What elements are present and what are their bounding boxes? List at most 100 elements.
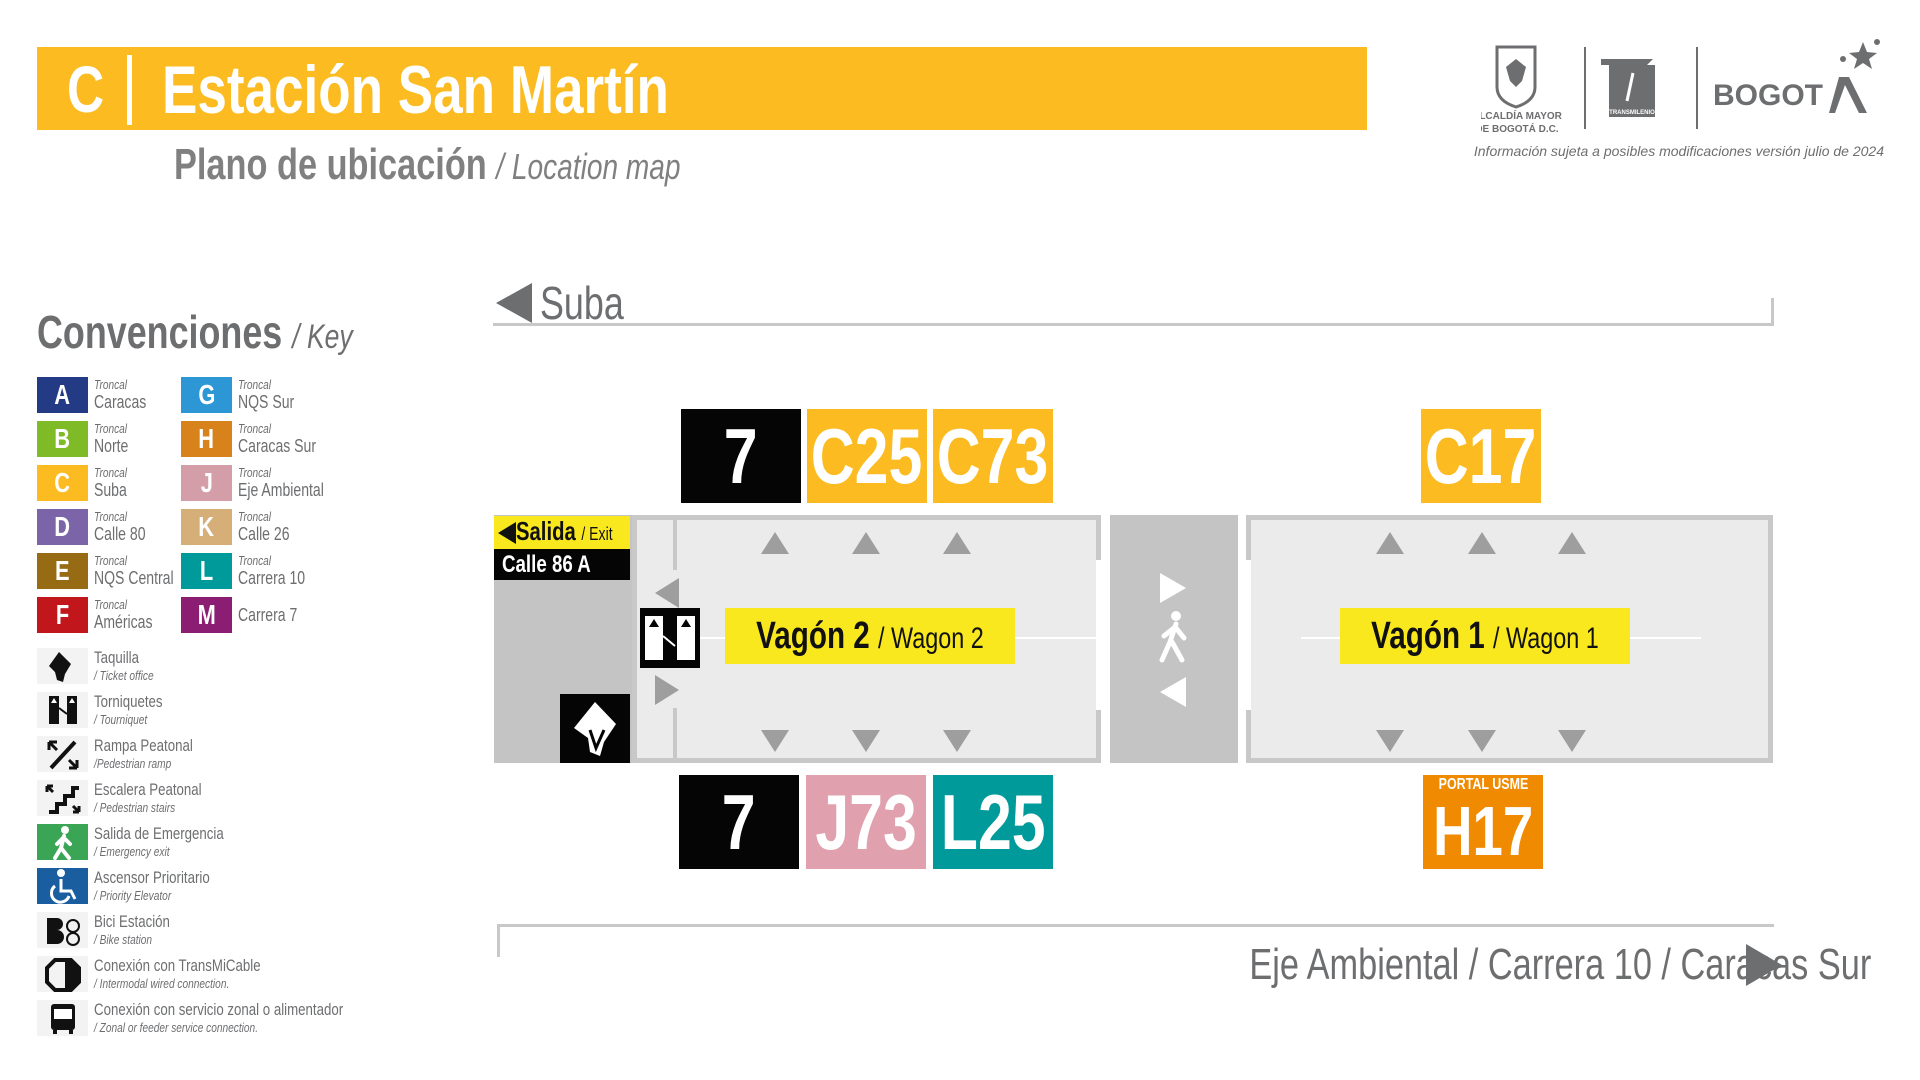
arrow-left-icon xyxy=(655,578,679,608)
title-divider xyxy=(127,55,132,125)
route-7[interactable]: 7 xyxy=(679,775,799,869)
route-c17[interactable]: C17 xyxy=(1421,409,1541,503)
troncal-label: Troncal Calle 26 xyxy=(238,509,290,545)
troncal-label: Troncal Américas xyxy=(94,597,153,633)
pedestrian-walkway xyxy=(1110,515,1238,763)
route-code: H17 xyxy=(1432,792,1534,870)
svg-text:TRANSMILENIO: TRANSMILENIO xyxy=(1609,110,1655,116)
troncal-swatch-f: F xyxy=(37,597,88,633)
transmicable-key xyxy=(37,956,88,992)
troncal-label: Troncal Norte xyxy=(94,421,129,457)
stairs-key xyxy=(37,780,88,816)
direction-suba: Suba xyxy=(496,276,648,330)
exit-street: Calle 86 A xyxy=(494,549,630,580)
troncal-swatch-d: D xyxy=(37,509,88,545)
svg-text:BOGOT: BOGOT xyxy=(1713,79,1823,112)
transmicable-icon xyxy=(44,958,81,992)
route-code: C17 xyxy=(1425,412,1537,500)
icon-key-label: Torniquetes / Tourniquet xyxy=(94,692,163,727)
arrow-right-icon xyxy=(655,675,679,705)
title-bar: C Estación San Martín xyxy=(37,47,1367,130)
icon-key-label: Conexión con TransMiCable / Intermodal wi… xyxy=(94,956,261,991)
turnstile-icon xyxy=(48,696,77,724)
line-letter: C xyxy=(67,52,105,126)
route-c25[interactable]: C25 xyxy=(807,409,927,503)
troncal-label: Troncal Calle 80 xyxy=(94,509,146,545)
page-title: Estación San Martín xyxy=(162,52,669,128)
turnstile-key xyxy=(37,692,88,728)
icon-key-label: Rampa Peatonal/Pedestrian ramp xyxy=(94,736,193,771)
troncal-swatch-g: G xyxy=(181,377,232,413)
troncal-label: Troncal Suba xyxy=(94,465,128,501)
turnstile xyxy=(640,608,700,668)
troncal-label: Troncal Caracas xyxy=(94,377,147,413)
wagon-2-label: Vagón 2 / Wagon 2 xyxy=(725,608,1015,664)
icon-key-label: Taquilla / Ticket office xyxy=(94,648,154,683)
route-7[interactable]: 7 xyxy=(681,409,801,503)
disclaimer: Información sujeta a posibles modificaci… xyxy=(1473,143,1884,159)
door-arrow-down-icon xyxy=(1558,730,1586,752)
door-arrow-down-icon xyxy=(1376,730,1404,752)
ticket-office xyxy=(560,694,630,763)
emergency-exit-icon xyxy=(52,826,72,860)
alcaldia-logo-icon: ALCALDÍA MAYOR DE BOGOTÁ D.C. TRANSMILEN… xyxy=(1472,39,1880,135)
wheelchair-icon xyxy=(49,869,76,904)
ramp-icon xyxy=(47,740,78,770)
pedestrian-icon xyxy=(1159,611,1187,663)
door-arrow-down-icon xyxy=(761,730,789,752)
troncal-swatch-l: L xyxy=(181,553,232,589)
ramp-key xyxy=(37,736,88,772)
troncal-label: Troncal Caracas Sur xyxy=(238,421,317,457)
bus-icon xyxy=(50,1004,75,1034)
troncal-swatch-k: K xyxy=(181,509,232,545)
door-arrow-up-icon xyxy=(852,532,880,554)
turnstile-icon xyxy=(645,616,695,660)
icon-key-label: Bici Estación / Bike station xyxy=(94,912,170,947)
door-arrow-up-icon xyxy=(1376,532,1404,554)
exit-sign[interactable]: Salida / Exit xyxy=(494,516,630,549)
door-arrow-down-icon xyxy=(852,730,880,752)
route-code: L25 xyxy=(940,778,1046,866)
arrow-right-icon xyxy=(1160,573,1186,603)
arrow-left-icon xyxy=(1160,677,1186,707)
logos: ALCALDÍA MAYOR DE BOGOTÁ D.C. TRANSMILEN… xyxy=(1472,37,1891,137)
bike-station-icon xyxy=(46,918,80,946)
arrow-right-icon xyxy=(1746,944,1782,986)
emergency-exit-key xyxy=(37,824,88,860)
route-c73[interactable]: C73 xyxy=(933,409,1053,503)
door-arrow-up-icon xyxy=(1558,532,1586,554)
route-h17[interactable]: PORTAL USME H17 xyxy=(1423,775,1543,869)
door-arrow-down-icon xyxy=(943,730,971,752)
icon-key-label: Ascensor Prioritario / Priority Elevator xyxy=(94,868,210,903)
troncal-swatch-b: B xyxy=(37,421,88,457)
door-arrow-up-icon xyxy=(943,532,971,554)
troncal-swatch-j: J xyxy=(181,465,232,501)
svg-text:DE BOGOTÁ D.C.: DE BOGOTÁ D.C. xyxy=(1481,122,1559,135)
arrow-left-icon xyxy=(496,283,532,323)
wagon-1: Vagón 1 / Wagon 1 xyxy=(1246,515,1773,763)
route-l25[interactable]: L25 xyxy=(933,775,1053,869)
troncal-label: Troncal NQS Central xyxy=(94,553,174,589)
bus-key xyxy=(37,1000,88,1036)
page-subtitle: Plano de ubicación / Location map xyxy=(174,140,681,189)
door-arrow-up-icon xyxy=(761,532,789,554)
key-title: Convenciones / Key xyxy=(37,306,353,358)
troncal-swatch-h: H xyxy=(181,421,232,457)
troncal-swatch-c: C xyxy=(37,465,88,501)
route-tag: PORTAL USME xyxy=(1438,776,1528,793)
ticket-office-key xyxy=(37,648,88,684)
route-j73[interactable]: J73 xyxy=(806,775,926,869)
troncal-label: Carrera 7 xyxy=(238,605,298,625)
track-line-top-end xyxy=(1771,298,1774,326)
track-line-top xyxy=(493,323,1774,326)
ticket-office-icon xyxy=(48,652,71,682)
track-line-bottom xyxy=(497,924,1774,927)
svg-text:ALCALDÍA MAYOR: ALCALDÍA MAYOR xyxy=(1481,109,1563,122)
route-code: C73 xyxy=(937,412,1049,500)
route-code: 7 xyxy=(722,778,756,866)
troncal-label: Troncal Eje Ambiental xyxy=(238,465,324,501)
route-code: J73 xyxy=(815,778,917,866)
troncal-swatch-e: E xyxy=(37,553,88,589)
track-line-bottom-end xyxy=(497,924,500,957)
wagon-2: Vagón 2 / Wagon 2 xyxy=(632,515,1101,763)
